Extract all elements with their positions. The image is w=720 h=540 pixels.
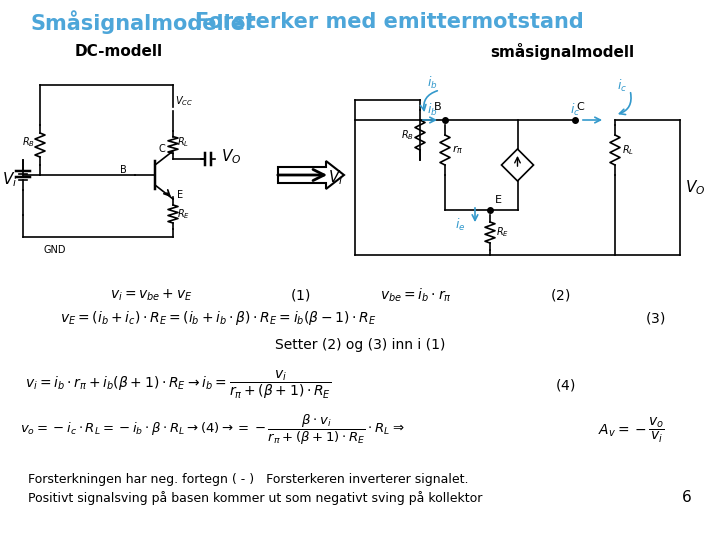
Text: B: B	[434, 102, 442, 112]
Text: $(2)$: $(2)$	[550, 287, 570, 303]
Text: $A_v = -\dfrac{v_o}{v_i}$: $A_v = -\dfrac{v_o}{v_i}$	[598, 415, 665, 444]
Text: Småsignalmodeller: Småsignalmodeller	[30, 10, 256, 34]
Text: $v_i = v_{be} + v_E$: $v_i = v_{be} + v_E$	[110, 287, 192, 303]
Text: C: C	[576, 102, 584, 112]
Text: $i_b$: $i_b$	[427, 75, 437, 91]
Text: $V_O$: $V_O$	[221, 147, 241, 166]
Text: E: E	[495, 195, 502, 205]
Text: $R_E$: $R_E$	[496, 225, 509, 239]
Text: $v_{be} = i_b \cdot r_{\pi}$: $v_{be} = i_b \cdot r_{\pi}$	[380, 286, 451, 303]
Text: $R_E$: $R_E$	[177, 207, 190, 221]
Text: $(1)$: $(1)$	[290, 287, 310, 303]
Text: $R_L$: $R_L$	[177, 135, 189, 149]
Text: $i_e$: $i_e$	[454, 217, 465, 233]
Text: GND: GND	[44, 245, 66, 255]
FancyArrow shape	[278, 161, 344, 189]
Text: Forsterkningen har neg. fortegn ( - )   Forsterkeren inverterer signalet.: Forsterkningen har neg. fortegn ( - ) Fo…	[28, 474, 469, 487]
Text: B: B	[120, 165, 127, 175]
Text: $R_L$: $R_L$	[622, 143, 634, 157]
Text: $V_i$: $V_i$	[2, 171, 18, 190]
Text: $i_c$: $i_c$	[617, 78, 627, 94]
Text: småsignalmodell: småsignalmodell	[490, 44, 634, 60]
Text: $(4)$: $(4)$	[555, 377, 575, 393]
Text: Setter (2) og (3) inn i (1): Setter (2) og (3) inn i (1)	[275, 338, 445, 352]
Text: 6: 6	[683, 490, 692, 505]
Text: $v_i = i_b \cdot r_{\pi} + i_b(\beta+1) \cdot R_E \rightarrow i_b = \dfrac{v_i}{: $v_i = i_b \cdot r_{\pi} + i_b(\beta+1) …	[25, 369, 331, 401]
Text: $V_{CC}$: $V_{CC}$	[175, 94, 193, 108]
Text: $r_{\pi}$: $r_{\pi}$	[452, 144, 464, 157]
Text: $R_B$: $R_B$	[401, 128, 414, 142]
Text: $v_E = (i_b + i_c) \cdot R_E = (i_b + i_b \cdot \beta) \cdot R_E = i_b(\beta - 1: $v_E = (i_b + i_c) \cdot R_E = (i_b + i_…	[60, 309, 377, 327]
Text: C: C	[158, 144, 165, 154]
Text: Forsterker med emittermotstand: Forsterker med emittermotstand	[195, 12, 584, 32]
Text: $V_i$: $V_i$	[328, 168, 343, 187]
Text: $(3)$: $(3)$	[645, 310, 665, 326]
Text: Positivt signalsving på basen kommer ut som negativt sving på kollektor: Positivt signalsving på basen kommer ut …	[28, 491, 482, 505]
Text: $i_c$: $i_c$	[570, 102, 580, 118]
Text: $v_o = -i_c \cdot R_L = -i_b \cdot \beta \cdot R_L \rightarrow(4)\rightarrow = -: $v_o = -i_c \cdot R_L = -i_b \cdot \beta…	[20, 413, 405, 447]
Text: $V_O$: $V_O$	[685, 178, 706, 197]
Text: $R_B$: $R_B$	[22, 135, 35, 149]
Text: E: E	[177, 190, 183, 200]
Text: DC-modell: DC-modell	[75, 44, 163, 59]
Text: $i_b$: $i_b$	[427, 102, 437, 118]
